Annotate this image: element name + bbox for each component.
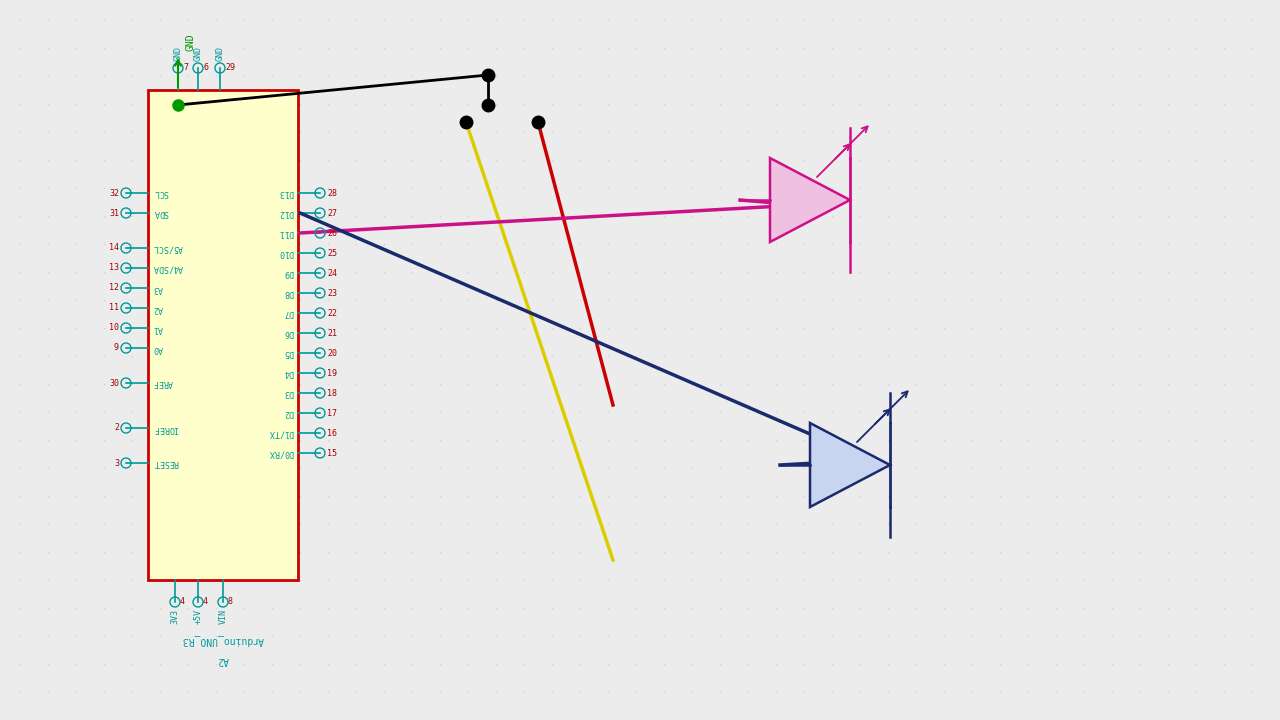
Text: 9: 9 xyxy=(114,343,119,353)
Text: D6: D6 xyxy=(283,328,293,338)
Text: 30: 30 xyxy=(109,379,119,387)
Text: 24: 24 xyxy=(326,269,337,277)
Text: 14: 14 xyxy=(109,243,119,253)
Text: A2: A2 xyxy=(154,304,163,312)
Text: 12: 12 xyxy=(109,284,119,292)
Text: A2: A2 xyxy=(218,655,229,665)
Text: 7: 7 xyxy=(183,63,188,73)
Text: 4: 4 xyxy=(180,598,186,606)
Text: A5/SCL: A5/SCL xyxy=(154,243,183,253)
Text: D12: D12 xyxy=(278,209,293,217)
Text: A1: A1 xyxy=(154,323,163,333)
Text: SDA: SDA xyxy=(154,209,168,217)
Text: GND: GND xyxy=(193,46,202,61)
Text: 8: 8 xyxy=(228,598,233,606)
Text: D3: D3 xyxy=(283,389,293,397)
Text: 27: 27 xyxy=(326,209,337,217)
Text: 2: 2 xyxy=(114,423,119,433)
Text: GND: GND xyxy=(215,46,224,61)
Text: 23: 23 xyxy=(326,289,337,297)
Text: A4/SDA: A4/SDA xyxy=(154,264,183,272)
Text: 32: 32 xyxy=(109,189,119,197)
Text: 22: 22 xyxy=(326,308,337,318)
Text: D0/RX: D0/RX xyxy=(268,449,293,457)
Text: D11: D11 xyxy=(278,228,293,238)
Text: 29: 29 xyxy=(225,63,236,73)
Text: D8: D8 xyxy=(283,289,293,297)
Text: 28: 28 xyxy=(326,189,337,197)
Text: Arduino_UNO_R3: Arduino_UNO_R3 xyxy=(182,635,264,646)
Text: 18: 18 xyxy=(326,389,337,397)
Text: 10: 10 xyxy=(109,323,119,333)
Text: 25: 25 xyxy=(326,248,337,258)
Text: D10: D10 xyxy=(278,248,293,258)
Polygon shape xyxy=(771,158,850,242)
Text: GND: GND xyxy=(186,33,195,51)
Text: D5: D5 xyxy=(283,348,293,358)
Text: 3: 3 xyxy=(114,459,119,467)
Bar xyxy=(148,90,298,580)
Text: A0: A0 xyxy=(154,343,163,353)
Text: 13: 13 xyxy=(109,264,119,272)
Text: 20: 20 xyxy=(326,348,337,358)
Text: 16: 16 xyxy=(326,428,337,438)
Text: 31: 31 xyxy=(109,209,119,217)
Text: SCL: SCL xyxy=(154,189,168,197)
Text: 19: 19 xyxy=(326,369,337,377)
Text: 17: 17 xyxy=(326,408,337,418)
Text: AREF: AREF xyxy=(154,379,173,387)
Text: IOREF: IOREF xyxy=(154,423,178,433)
Text: D2: D2 xyxy=(283,408,293,418)
Text: 21: 21 xyxy=(326,328,337,338)
Text: 15: 15 xyxy=(326,449,337,457)
Text: 3V3: 3V3 xyxy=(170,609,179,624)
Text: D7: D7 xyxy=(283,308,293,318)
Text: D13: D13 xyxy=(278,189,293,197)
Polygon shape xyxy=(810,423,890,507)
Text: A3: A3 xyxy=(154,284,163,292)
Text: 26: 26 xyxy=(326,228,337,238)
Text: D4: D4 xyxy=(283,369,293,377)
Text: VIN: VIN xyxy=(219,609,228,624)
Text: 11: 11 xyxy=(109,304,119,312)
Text: 6: 6 xyxy=(204,63,207,73)
Text: +5V: +5V xyxy=(193,609,202,624)
Text: 4: 4 xyxy=(204,598,207,606)
Text: D9: D9 xyxy=(283,269,293,277)
Text: RESET: RESET xyxy=(154,459,178,467)
Text: GND: GND xyxy=(174,46,183,61)
Text: D1/TX: D1/TX xyxy=(268,428,293,438)
